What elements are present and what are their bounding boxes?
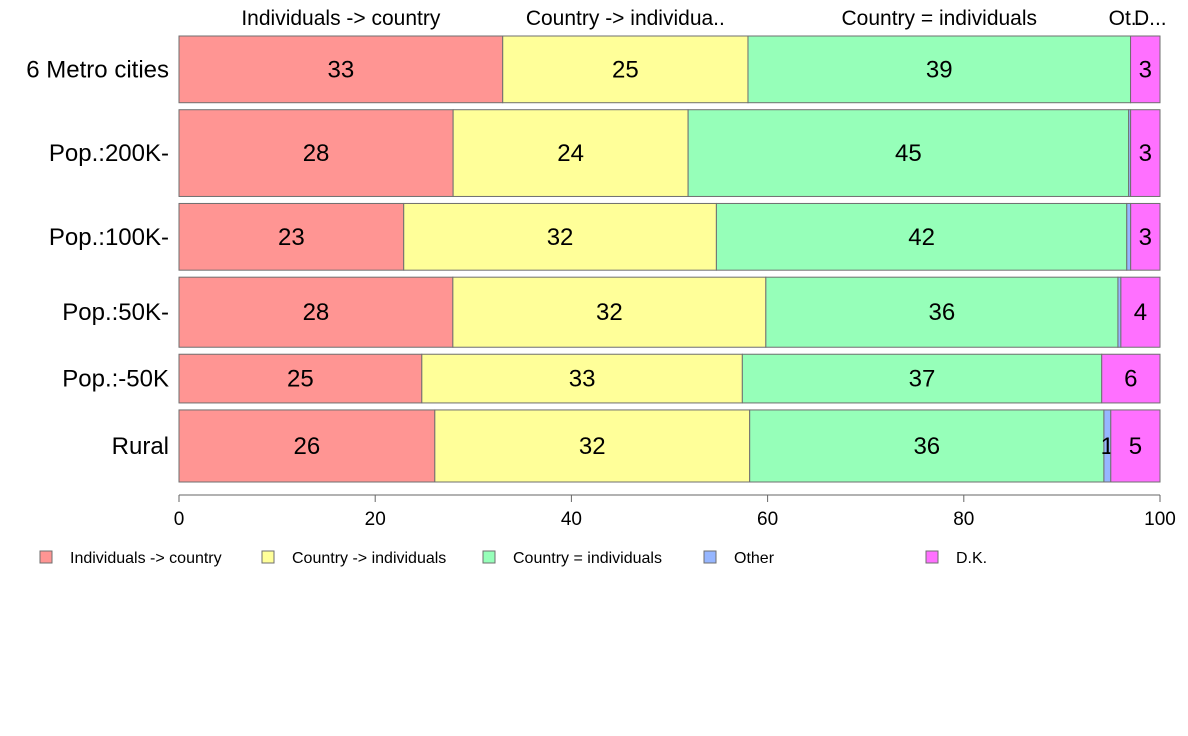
legend-label: Individuals -> country: [70, 550, 222, 567]
bar-value-label: 28: [303, 140, 330, 167]
bar-value-label: 33: [569, 366, 596, 393]
top-series-label: Ot..: [1109, 7, 1143, 30]
bar-value-label: 26: [294, 433, 321, 460]
bar-segment: [687, 109, 1130, 197]
legend-swatch: [39, 550, 53, 564]
bar-segment: [178, 35, 504, 104]
legend: Individuals -> country Country -> individ…: [39, 550, 987, 567]
bar-segment: [715, 202, 1128, 271]
x-tick-label: 20: [365, 509, 386, 530]
category-label: Rural: [112, 433, 169, 460]
bar-value-label: 25: [287, 366, 314, 393]
bar-segment: [502, 35, 749, 104]
x-tick-label: 80: [953, 509, 974, 530]
bar-segment: [178, 353, 423, 404]
row-labels: 6 Metro cities Pop.:200K- Pop.:100K- Pop.:5…: [26, 56, 169, 460]
legend-swatch: [925, 550, 939, 564]
top-labels: Individuals -> country Country -> individ…: [241, 7, 1166, 30]
bar-segment: [452, 109, 689, 197]
bar-value-label: 23: [278, 224, 305, 251]
legend-swatch: [703, 550, 717, 564]
bar-value-label: 3: [1139, 140, 1152, 167]
x-axis: 0 20 40 60 80 100: [174, 494, 1176, 530]
category-label: Pop.:-50K: [62, 366, 169, 393]
top-series-label: Individuals -> country: [241, 7, 441, 30]
bar-value-label: 24: [557, 140, 584, 167]
x-tick-label: 40: [561, 509, 582, 530]
bar-value-label: 25: [612, 56, 639, 83]
bars-layer: 33 25 39 3 28 24 45 3 23 32 42 3 28 32 36 4 25 33 37 6 26 32 3…: [178, 35, 1161, 483]
bar-segment: [1110, 409, 1161, 483]
bar-segment: [747, 35, 1132, 104]
bar-segment: [403, 202, 717, 271]
legend-label: Country -> individuals: [292, 550, 446, 567]
bar-segment: [178, 109, 454, 197]
legend-swatch: [482, 550, 496, 564]
legend-swatch: [261, 550, 275, 564]
top-series-label: Country -> individua..: [526, 7, 725, 30]
bar-value-label: 39: [926, 56, 953, 83]
bar-segment: [1130, 202, 1161, 271]
bar-value-label: 42: [908, 224, 935, 251]
bar-segment: [1101, 353, 1161, 404]
bar-value-label: 37: [909, 366, 936, 393]
bar-segment: [434, 409, 751, 483]
top-series-label: Country = individuals: [842, 7, 1038, 30]
x-tick-label: 0: [174, 509, 185, 530]
bar-value-label: 28: [303, 299, 330, 326]
bar-segment: [1126, 202, 1132, 271]
bar-value-label: 36: [913, 433, 940, 460]
category-label: 6 Metro cities: [26, 56, 169, 83]
bar-value-label: 4: [1134, 299, 1147, 326]
bar-segment: [749, 409, 1105, 483]
bar-segment: [421, 353, 743, 404]
legend-label: D.K.: [956, 550, 987, 567]
bar-segment: [765, 276, 1119, 348]
bar-segment: [178, 409, 436, 483]
bar-value-label: 33: [328, 56, 355, 83]
bar-value-label: 32: [547, 224, 574, 251]
bar-value-label: 32: [596, 299, 623, 326]
bar-value-label: 3: [1139, 56, 1152, 83]
category-label: Pop.:50K-: [62, 299, 169, 326]
bar-value-label: 45: [895, 140, 922, 167]
bar-value-label: 36: [929, 299, 956, 326]
bar-value-label: 3: [1139, 224, 1152, 251]
category-label: Pop.:100K-: [49, 224, 169, 251]
bar-segment: [1130, 35, 1161, 104]
bar-value-label: 6: [1124, 366, 1137, 393]
bar-segment: [1120, 276, 1161, 348]
top-series-label: D...: [1134, 7, 1167, 30]
legend-label: Country = individuals: [513, 550, 662, 567]
bar-segment: [741, 353, 1103, 404]
legend-label: Other: [734, 550, 775, 567]
category-label: Pop.:200K-: [49, 140, 169, 167]
bar-value-label: 5: [1129, 433, 1142, 460]
bar-segment: [178, 202, 405, 271]
bar-value-label: 32: [579, 433, 606, 460]
bar-segment: [178, 276, 454, 348]
bar-segment: [1130, 109, 1161, 197]
x-tick-label: 60: [757, 509, 778, 530]
bar-segment: [452, 276, 767, 348]
x-tick-label: 100: [1144, 509, 1176, 530]
